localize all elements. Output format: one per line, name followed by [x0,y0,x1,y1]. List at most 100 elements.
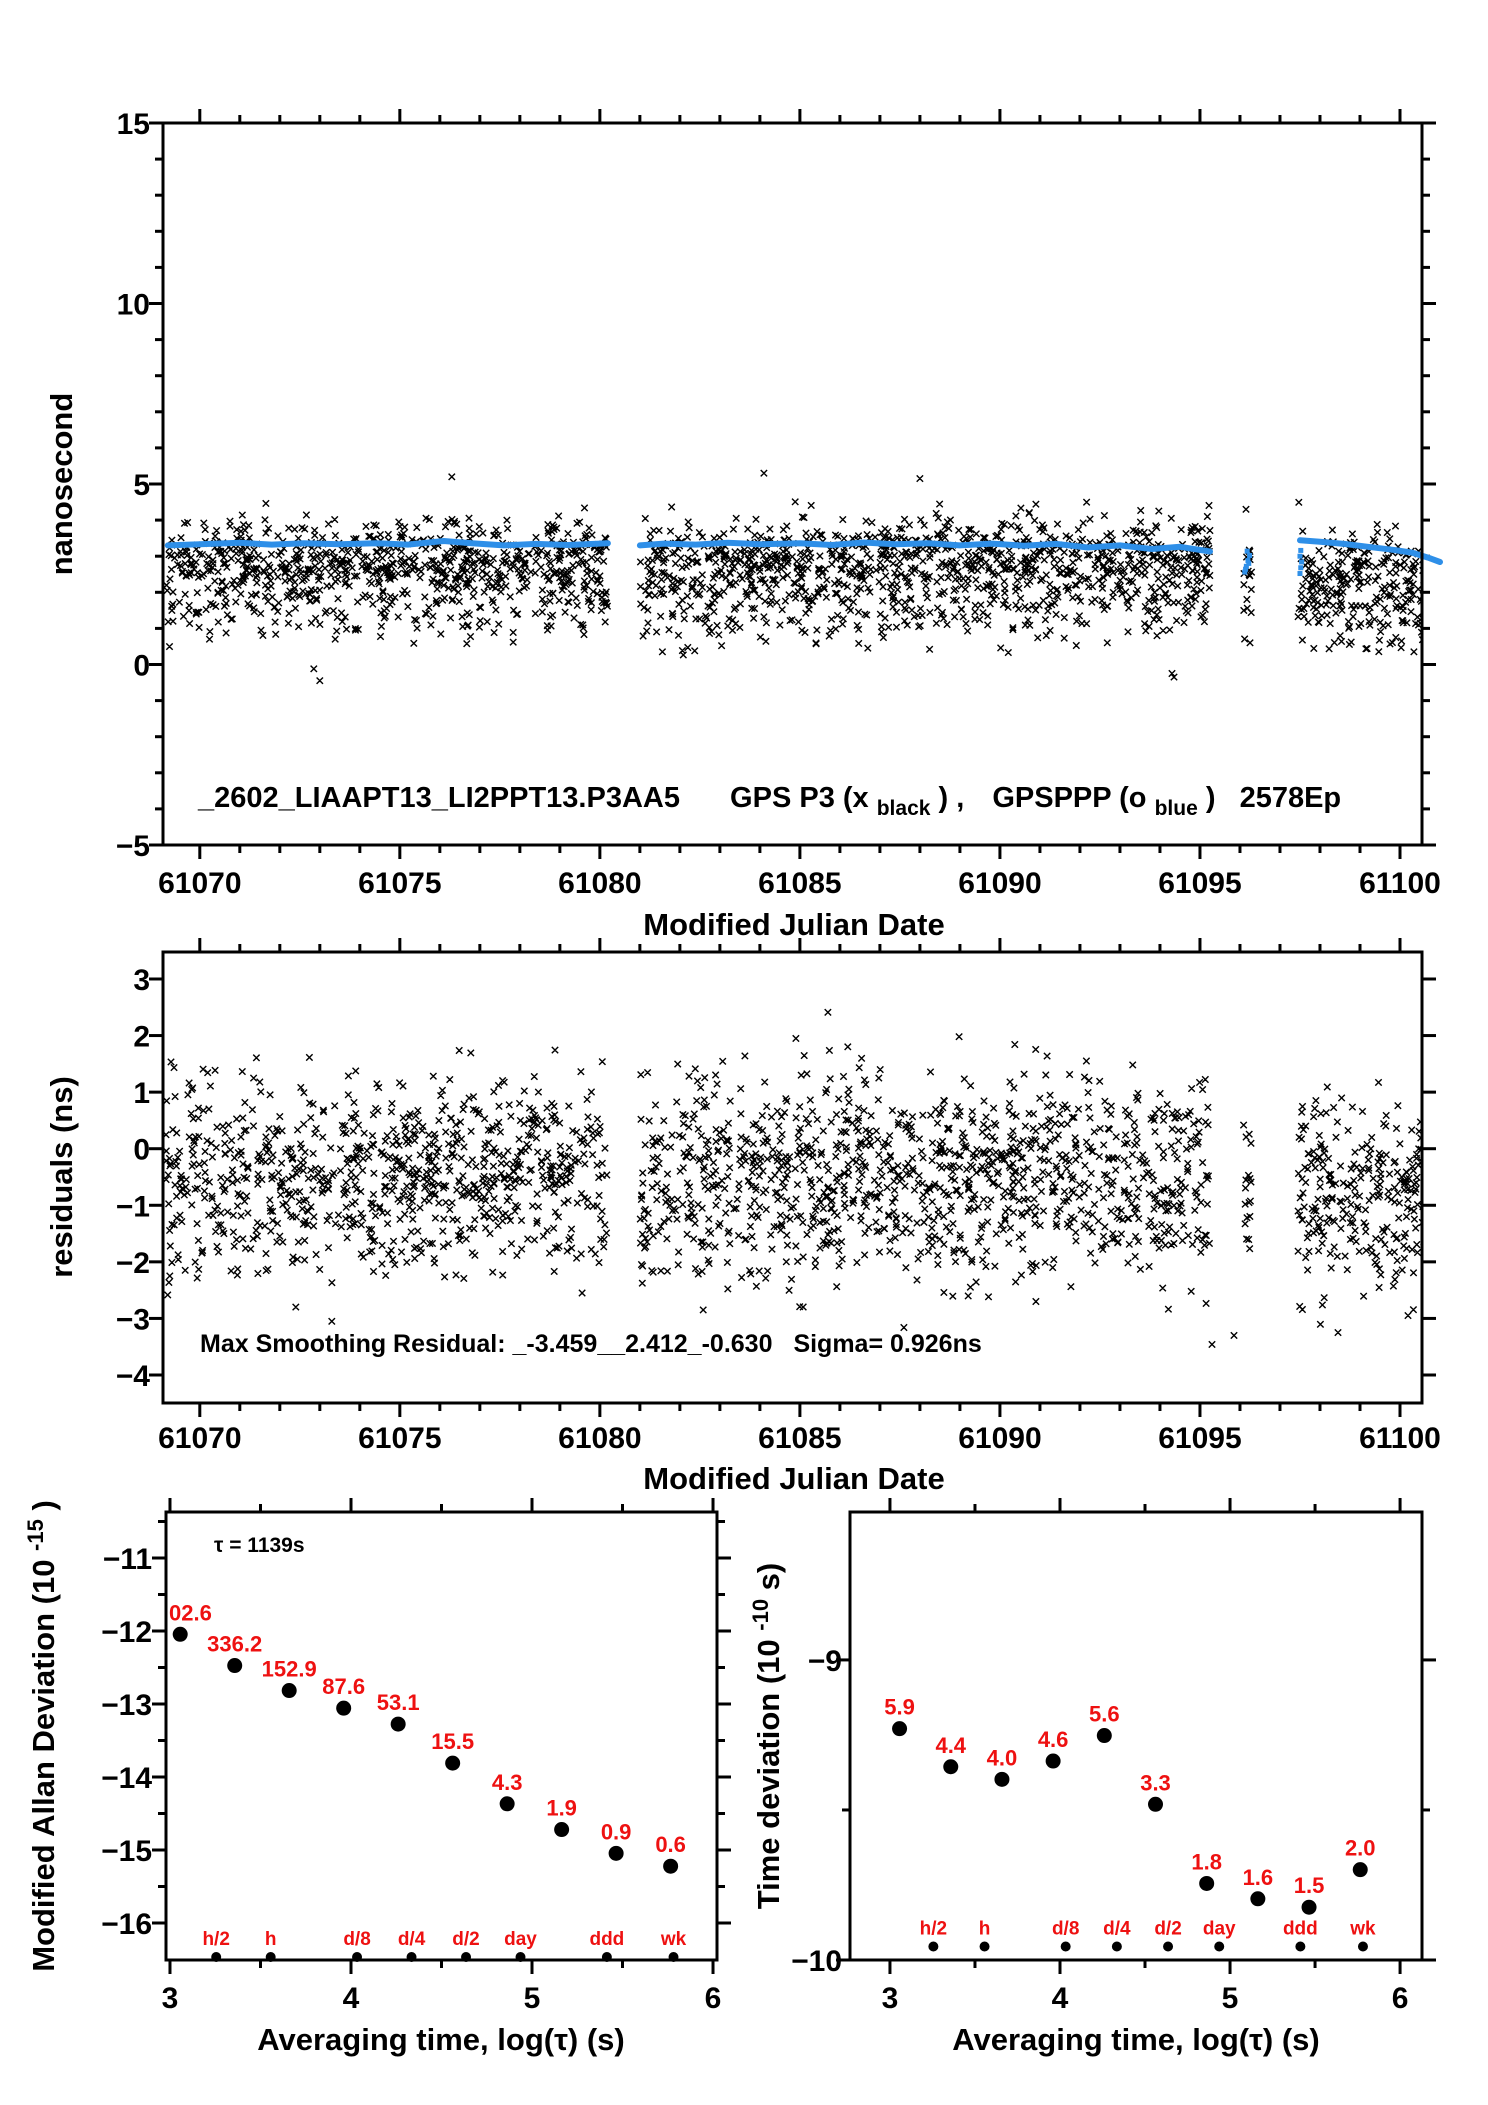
legend-x-series-suffix: ) , [939,782,965,814]
deviation-value-label: 0.9 [601,1819,632,1844]
x-tick-label: 4 [1052,1982,1069,2015]
x-tick-label: 3 [882,1982,899,2015]
deviation-data-point [1045,1753,1061,1769]
time-marker-label: wk [1349,1918,1376,1939]
y-tick-label: 1 [133,1077,150,1110]
deviation-value-label: 3.3 [1140,1770,1171,1795]
max-smoothing-residual-note: Max Smoothing Residual: _-3.459__2.412_-… [200,1330,982,1358]
deviation-value-label: 336.2 [207,1632,262,1657]
x-tick-label: 61070 [158,1422,241,1455]
epoch-count-label: 2578Ep [1240,782,1342,814]
x-tick-label: 4 [343,1982,360,2015]
time-marker-label: ddd [1283,1918,1318,1939]
x-tick-label: 61085 [758,867,841,900]
x-tick-label: 6 [705,1982,722,2015]
panel-tdev: 3 4 5 6 −9 −10 5.9 4.4 4.0 4.6 5.6 3.3 1.8 1.6 1.5 2.0 h… [748,1498,1436,2057]
y-tick-label: 15 [117,108,150,141]
y-tick-label: −15 [101,1835,152,1868]
x-tick-label: 5 [524,1982,541,2015]
deviation-value-label: 1.8 [1191,1849,1222,1874]
smoothed-ppp-dot [1245,558,1251,564]
time-marker-label: h/2 [202,1929,229,1950]
legend-o-series-prefix: GPSPPP (o [992,782,1146,814]
time-marker-label: day [1203,1918,1236,1939]
residual-sigma-text: Sigma= 0.926ns [793,1330,981,1358]
x-tick-label: 61100 [1359,1422,1441,1455]
time-marker-label: h [979,1918,991,1939]
panel-residuals-frame [161,950,1424,1405]
y-tick-label: 2 [133,1021,150,1054]
time-marker-label: h/2 [920,1918,947,1939]
y-tick-label: −5 [116,830,150,863]
time-marker-label: d/8 [1052,1918,1079,1939]
tau-annotation: τ = 1139s [214,1534,305,1557]
panel-mdev: 3 4 5 6 −11 −12 −13 −14 −15 −16 02.6 336.2152.987.6… [15,1498,731,2057]
time-marker-dot [979,1941,990,1952]
smoothed-ppp-line [636,539,1213,555]
panel-tdev-x-axis-title: Averaging time, log(τ) (s) [952,2022,1320,2057]
smoothed-ppp-line [164,538,611,549]
deviation-data-point [1096,1728,1112,1744]
y-tick-label: −9 [808,1645,842,1678]
y-tick-label: 0 [133,1134,150,1167]
y-tick-label: −11 [103,1543,152,1576]
x-tick-label: 61075 [358,1422,441,1455]
panel-mdev-generated: 3 4 5 6 −11 −12 −13 −14 −15 −16 02.6 336.2152.987.6… [101,1498,731,2015]
deviation-data-point [608,1845,624,1861]
x-tick-label: 6 [1392,1982,1409,2015]
panel-mdev-x-axis-title: Averaging time, log(τ) (s) [257,2022,625,2057]
panel-top-inplot-title: _2602_LIAAPT13_LI2PPT13.P3AA5 GPS P3 (x … [197,782,1341,822]
panel-top-frame [161,121,1424,847]
legend-x-series-prefix: GPS P3 (x [730,782,869,814]
time-marker-label: wk [660,1929,687,1950]
panel-tdev-generated: 3 4 5 6 −9 −10 5.9 4.4 4.0 4.6 5.6 3.3 1.8 1.6 1.5 2.0 h… [791,1498,1436,2015]
mdev-ylabel-suffix: ) [26,1500,61,1510]
axis-ticks [149,109,1436,859]
deviation-data-point [445,1755,461,1771]
y-tick-label: −13 [101,1689,152,1722]
smoothed-ppp-dot [1297,571,1303,577]
y-tick-label: −4 [116,1360,151,1393]
time-marker-label: d/2 [452,1929,479,1950]
y-tick-label: 10 [117,289,150,322]
y-tick-label: −14 [101,1762,152,1795]
smoothed-ppp-dot [1299,559,1305,565]
deviation-value-label: 4.4 [935,1733,966,1758]
y-tick-label: −1 [116,1190,150,1223]
deviation-value-label: 87.6 [322,1674,365,1699]
panel-top-comparison: 61070 61075 61080 61085 61090 61095 61100 15 10 5… [44,108,1443,942]
x-tick-label: 61070 [158,867,241,900]
time-marker-dot [1214,1941,1225,1952]
panel-mdev-y-axis-title: Modified Allan Deviation (10 -15 ) [15,1500,61,1972]
deviation-value-label: 1.6 [1243,1865,1274,1890]
y-tick-label: −2 [116,1247,150,1280]
mdev-ylabel-exponent: -15 [23,1519,48,1551]
x-tick-label: 61090 [958,867,1041,900]
smoothed-ppp-dot [1298,565,1304,571]
deviation-data-point [390,1716,406,1732]
deviation-data-point [281,1683,297,1699]
mdev-ylabel-prefix: Modified Allan Deviation (10 [26,1560,61,1972]
time-marker-dot [1357,1941,1368,1952]
time-marker-label: d/4 [1103,1918,1131,1939]
deviation-data-point [336,1700,352,1716]
tdev-ylabel-suffix: s) [751,1563,786,1591]
y-tick-label: −16 [101,1908,152,1941]
deviation-value-label: 4.3 [492,1770,523,1795]
deviation-data-point [943,1759,959,1775]
scatter-x-markers [163,1008,1422,1349]
axis-ticks [836,1498,1436,1974]
smoothed-ppp-dot [1247,552,1253,558]
x-tick-label: 5 [1222,1982,1239,2015]
deviation-data-point [892,1721,908,1737]
y-tick-label: −12 [101,1616,152,1649]
panel-residuals-y-axis-title: residuals (ns) [44,1076,79,1278]
deviation-value-label: 5.6 [1089,1702,1120,1727]
x-tick-label: 61080 [558,1422,641,1455]
deviation-value-label: 02.6 [169,1600,212,1625]
time-marker-label: d/4 [398,1929,426,1950]
deviation-data-point [1352,1862,1368,1878]
time-marker-dot [1163,1941,1174,1952]
